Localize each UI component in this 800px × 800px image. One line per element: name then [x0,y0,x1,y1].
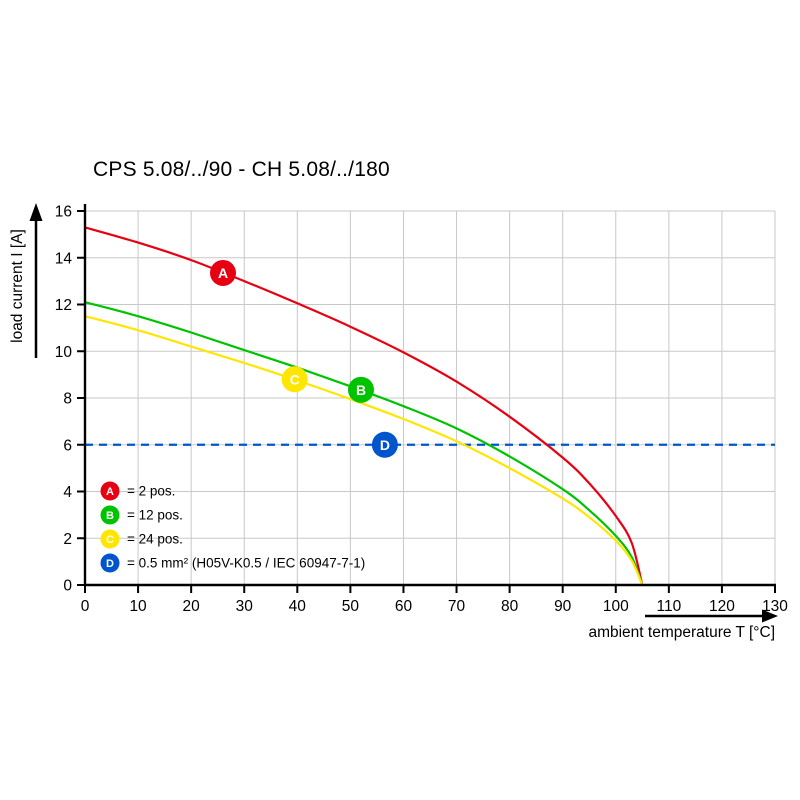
y-tick-label: 6 [63,437,72,454]
y-tick-label: 12 [55,297,72,314]
marker-d [371,431,398,458]
x-axis-arrowhead-icon [762,609,778,623]
x-tick-label: 10 [129,598,147,615]
x-tick-label: 90 [554,598,572,615]
x-tick-label: 70 [448,598,466,615]
chart-title: CPS 5.08/../90 - CH 5.08/../180 [93,158,390,181]
x-tick-label: 80 [501,598,519,615]
marker-a [210,259,236,286]
y-tick-label: 8 [63,391,72,408]
legend-swatch-letter-b: B [106,510,114,522]
curve-a [83,226,644,587]
x-tick-label: 0 [81,598,90,615]
legend-label-d: = 0.5 mm² (H05V-K0.5 / IEC 60947-7-1) [127,556,365,571]
legend-label-c: = 24 pos. [127,532,183,547]
x-axis-label: ambient temperature T [°C] [588,624,775,641]
marker-letter-c: C [290,371,300,387]
curve-c [83,315,644,587]
x-tick-label: 60 [395,598,413,615]
y-tick-label: 0 [63,578,72,595]
legend-swatch-letter-d: D [106,558,114,570]
x-tick-label: 100 [603,598,629,615]
marker-c [281,366,308,393]
y-tick-label: 4 [63,484,72,501]
y-tick-label: 2 [63,531,72,548]
marker-letter-d: D [380,437,390,453]
marker-letter-a: A [218,265,228,281]
x-tick-label: 120 [709,598,735,615]
legend-swatch-d [100,553,120,573]
legend-label-a: = 2 pos. [127,484,175,499]
legend-label-b: = 12 pos. [127,508,183,523]
legend-swatch-letter-a: A [106,486,114,498]
x-tick-label: 130 [762,598,788,615]
legend-swatch-letter-c: C [106,534,114,546]
marker-b [348,376,374,403]
legend-swatch-c [100,529,120,549]
y-tick-label: 10 [55,344,73,361]
marker-letter-b: B [356,382,366,398]
x-tick-label: 40 [289,598,307,615]
y-axis-arrowhead-icon [29,203,43,221]
legend-swatch-a [100,481,120,501]
x-tick-label: 30 [236,598,254,615]
y-tick-label: 16 [55,204,72,221]
legend-swatch-b [100,505,120,525]
x-tick-label: 50 [342,598,360,615]
x-tick-label: 110 [656,598,681,615]
y-tick-label: 14 [55,250,73,267]
x-tick-label: 20 [183,598,201,615]
curve-b [83,301,644,587]
